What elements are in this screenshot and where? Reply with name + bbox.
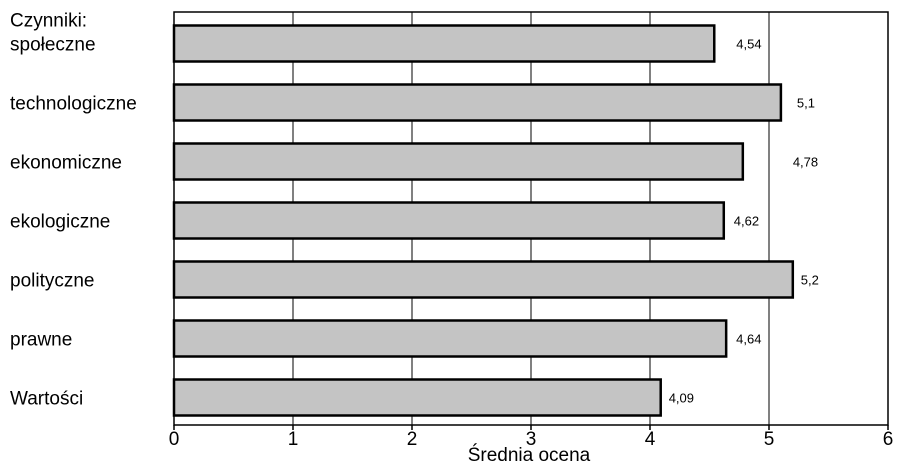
category-labels: Czynniki: społeczne technologiczne ekonomi…	[10, 11, 137, 410]
x-axis-title: Średnia ocena	[468, 444, 591, 462]
bars	[172, 24, 795, 417]
category-label: Wartości	[10, 389, 83, 410]
category-label: ekonomiczne	[10, 153, 122, 174]
x-tick-label: 0	[169, 429, 180, 450]
value-label: 4,78	[793, 155, 818, 170]
bar	[172, 319, 728, 358]
value-label: 5,2	[801, 273, 819, 288]
value-label: 4,62	[734, 214, 759, 229]
category-label: ekologiczne	[10, 212, 110, 233]
x-tick-label: 4	[645, 429, 656, 450]
x-tick-label: 2	[407, 429, 418, 450]
value-label: 4,64	[736, 332, 761, 347]
x-tick-label: 3	[526, 429, 537, 450]
bar	[172, 201, 726, 240]
category-header-label: Czynniki:	[10, 11, 87, 32]
category-label: polityczne	[10, 271, 95, 292]
category-label: społeczne	[10, 35, 96, 56]
bar	[172, 260, 795, 299]
x-tick-label: 5	[764, 429, 775, 450]
x-axis-ticks: 0 1 2 3 4 5 6	[169, 425, 894, 450]
bar	[172, 24, 716, 63]
value-label: 4,54	[736, 37, 761, 52]
x-tick-label: 1	[288, 429, 299, 450]
bar	[172, 378, 662, 417]
value-labels: 4,54 5,1 4,78 4,62 5,2 4,64 4,09	[669, 37, 819, 406]
value-label: 5,1	[797, 96, 815, 111]
x-tick-label: 6	[883, 429, 894, 450]
value-label: 4,09	[669, 391, 694, 406]
bar	[172, 83, 783, 122]
category-label: technologiczne	[10, 94, 137, 115]
category-label: prawne	[10, 330, 72, 351]
bar	[172, 142, 745, 181]
